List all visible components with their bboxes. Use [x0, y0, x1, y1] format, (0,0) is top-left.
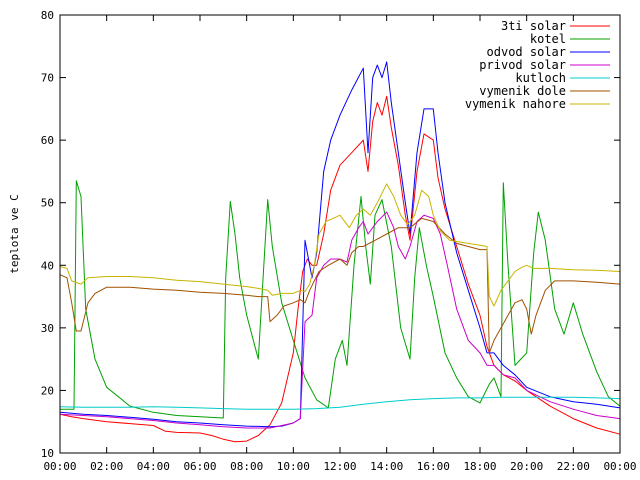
x-tick-label: 10:00: [277, 460, 310, 473]
y-tick-label: 60: [41, 134, 54, 147]
legend-label: kotel: [530, 32, 566, 46]
legend-label: odvod solar: [487, 45, 566, 59]
series-layer: [59, 61, 621, 443]
y-tick-label: 70: [41, 72, 54, 85]
x-tick-label: 14:00: [370, 460, 403, 473]
y-tick-label: 10: [41, 447, 54, 460]
series-line-privod-solar: [59, 211, 621, 429]
series-line-vymenik-nahore: [59, 183, 621, 307]
series-line-kotel: [60, 180, 621, 419]
x-tick-label: 20:00: [510, 460, 543, 473]
y-tick-label: 50: [41, 197, 54, 210]
y-tick-label: 20: [41, 384, 54, 397]
x-tick-label: 04:00: [137, 460, 170, 473]
series-line-kutloch: [59, 396, 621, 410]
x-tick-label: 00:00: [43, 460, 76, 473]
legend-label: kutloch: [515, 71, 566, 85]
y-tick-label: 80: [41, 9, 54, 22]
y-tick-label: 30: [41, 322, 54, 335]
y-tick-label: 40: [41, 259, 54, 272]
x-tick-label: 18:00: [463, 460, 496, 473]
x-tick-label: 00:00: [603, 460, 636, 473]
series-line-vymenik-dole: [59, 217, 621, 354]
legend-label: vymenik dole: [479, 84, 566, 98]
series-line-3ti-solar: [59, 95, 621, 443]
x-tick-label: 06:00: [183, 460, 216, 473]
legend-label: privod solar: [479, 58, 566, 72]
ticks-layer: 10 20 30 40 50 60 70 80 00:00 02:00 04:00 06:00 08:0…: [41, 9, 637, 473]
x-tick-label: 12:00: [323, 460, 356, 473]
x-tick-label: 16:00: [417, 460, 450, 473]
legend-label: vymenik nahore: [465, 97, 566, 111]
y-axis-label: teplota ve C: [8, 194, 21, 273]
x-tick-label: 02:00: [90, 460, 123, 473]
x-tick-label: 22:00: [557, 460, 590, 473]
x-tick-label: 08:00: [230, 460, 263, 473]
legend-label: 3ti solar: [501, 19, 566, 33]
